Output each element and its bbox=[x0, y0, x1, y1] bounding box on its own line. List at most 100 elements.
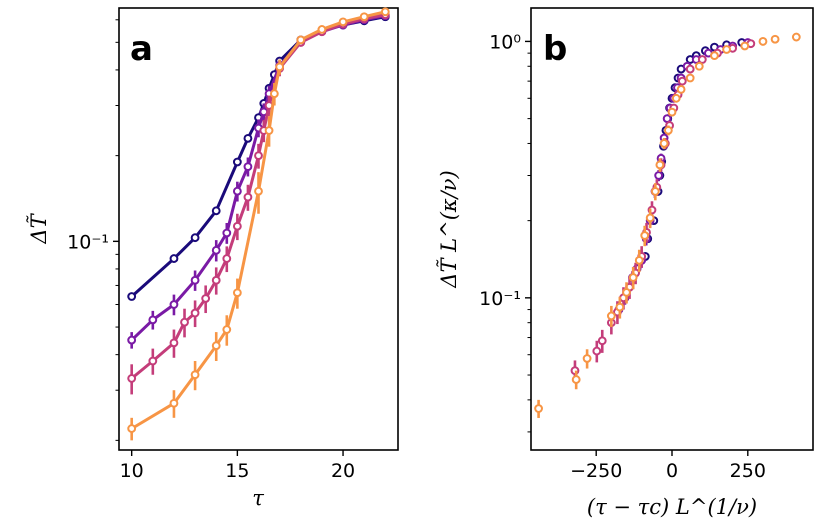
x-tick-label: 20 bbox=[331, 460, 355, 482]
data-point bbox=[148, 315, 158, 325]
data-point bbox=[650, 187, 660, 196]
data-point bbox=[676, 84, 686, 94]
data-point bbox=[628, 273, 638, 282]
series-line-L4 bbox=[130, 10, 386, 430]
data-point bbox=[677, 76, 687, 86]
series-L4 bbox=[534, 32, 801, 418]
data-point bbox=[275, 62, 285, 72]
data-point bbox=[254, 151, 263, 161]
panel-b-axes-frame bbox=[530, 7, 814, 451]
data-point bbox=[264, 126, 274, 135]
data-point bbox=[190, 233, 200, 243]
panel-b-x-axis-label: (τ − τc) L^(1/ν) bbox=[587, 495, 757, 519]
data-point bbox=[211, 341, 221, 351]
data-point bbox=[606, 311, 616, 321]
panel-a-axes-frame bbox=[118, 7, 399, 451]
data-point bbox=[534, 404, 543, 413]
data-point bbox=[640, 231, 650, 240]
panel-a-plot-area bbox=[127, 7, 390, 441]
data-point bbox=[296, 35, 306, 45]
data-point bbox=[243, 162, 253, 172]
data-point bbox=[770, 34, 780, 44]
data-point bbox=[685, 73, 695, 83]
data-point bbox=[654, 171, 664, 180]
data-point bbox=[243, 133, 253, 143]
data-point bbox=[127, 424, 137, 433]
data-point bbox=[317, 25, 327, 34]
data-point bbox=[663, 125, 673, 135]
y-tick-label: 10⁻¹ bbox=[479, 288, 521, 310]
panel-a-y-axis-label: ΔT̃ bbox=[27, 212, 51, 244]
data-point bbox=[190, 370, 200, 380]
panel-b: −250 0 250 10⁻¹ 10⁰ b (τ − τc) L^(1/ν) ΔT̃ L… bbox=[437, 7, 814, 519]
series-L3 bbox=[570, 39, 756, 382]
x-tick-label: −250 bbox=[570, 460, 622, 482]
data-point bbox=[722, 45, 731, 54]
data-point bbox=[269, 89, 279, 99]
panel-b-plot-area bbox=[534, 32, 801, 418]
data-point bbox=[211, 245, 221, 255]
data-point bbox=[571, 375, 581, 384]
data-point bbox=[338, 17, 348, 27]
data-point bbox=[190, 308, 200, 318]
data-point bbox=[634, 255, 644, 265]
panel-a-label: a bbox=[130, 29, 153, 69]
data-point bbox=[169, 338, 179, 348]
x-tick-label: 250 bbox=[730, 460, 766, 482]
panel-b-y-axis-label: ΔT̃ L^(κ/ν) bbox=[437, 170, 461, 288]
data-point bbox=[582, 354, 592, 363]
data-point bbox=[148, 356, 158, 366]
data-point bbox=[190, 275, 200, 285]
data-point bbox=[222, 325, 232, 334]
data-point bbox=[597, 336, 607, 346]
data-point bbox=[127, 292, 137, 301]
data-point bbox=[127, 335, 137, 345]
data-point bbox=[615, 302, 625, 312]
data-point bbox=[222, 254, 232, 263]
data-point bbox=[694, 61, 704, 71]
data-point bbox=[211, 275, 221, 285]
panel-a-ticks: 10 15 20 10⁻¹ bbox=[67, 19, 355, 482]
panel-b-label: b bbox=[543, 29, 567, 69]
data-point bbox=[169, 300, 179, 309]
data-point bbox=[697, 55, 707, 64]
data-point bbox=[622, 287, 631, 297]
panel-a-x-axis-label: τ bbox=[252, 486, 264, 510]
data-point bbox=[659, 139, 669, 148]
data-point bbox=[592, 346, 602, 356]
data-point bbox=[791, 32, 801, 42]
data-point bbox=[211, 206, 221, 216]
data-point bbox=[127, 374, 137, 383]
panel-b-ticks: −250 0 250 10⁻¹ 10⁰ bbox=[479, 31, 766, 482]
data-point bbox=[655, 160, 665, 170]
x-tick-label: 0 bbox=[666, 460, 678, 482]
data-point bbox=[667, 107, 677, 117]
data-point bbox=[201, 294, 211, 303]
data-point bbox=[232, 157, 242, 167]
data-point bbox=[232, 288, 242, 298]
data-point bbox=[758, 37, 768, 46]
data-point bbox=[180, 317, 189, 327]
data-point bbox=[222, 228, 232, 238]
data-point bbox=[232, 221, 242, 231]
data-point bbox=[232, 186, 242, 196]
x-tick-label: 10 bbox=[120, 460, 144, 482]
data-point bbox=[359, 12, 369, 22]
series-L1 bbox=[640, 38, 747, 261]
data-point bbox=[671, 93, 681, 103]
y-tick-label: 10⁰ bbox=[489, 31, 521, 53]
data-point bbox=[685, 64, 695, 74]
y-tick-label: 10⁻¹ bbox=[67, 231, 109, 253]
panel-a: 10 15 20 10⁻¹ a τ ΔT̃ bbox=[27, 7, 399, 510]
x-tick-label: 15 bbox=[225, 460, 249, 482]
data-point bbox=[243, 192, 253, 202]
data-point bbox=[380, 7, 390, 17]
data-point bbox=[169, 398, 179, 408]
series-L4 bbox=[127, 7, 390, 441]
data-point bbox=[645, 213, 655, 223]
data-point bbox=[169, 254, 179, 263]
data-point bbox=[710, 51, 719, 61]
data-point bbox=[740, 41, 750, 51]
data-point bbox=[254, 186, 263, 196]
